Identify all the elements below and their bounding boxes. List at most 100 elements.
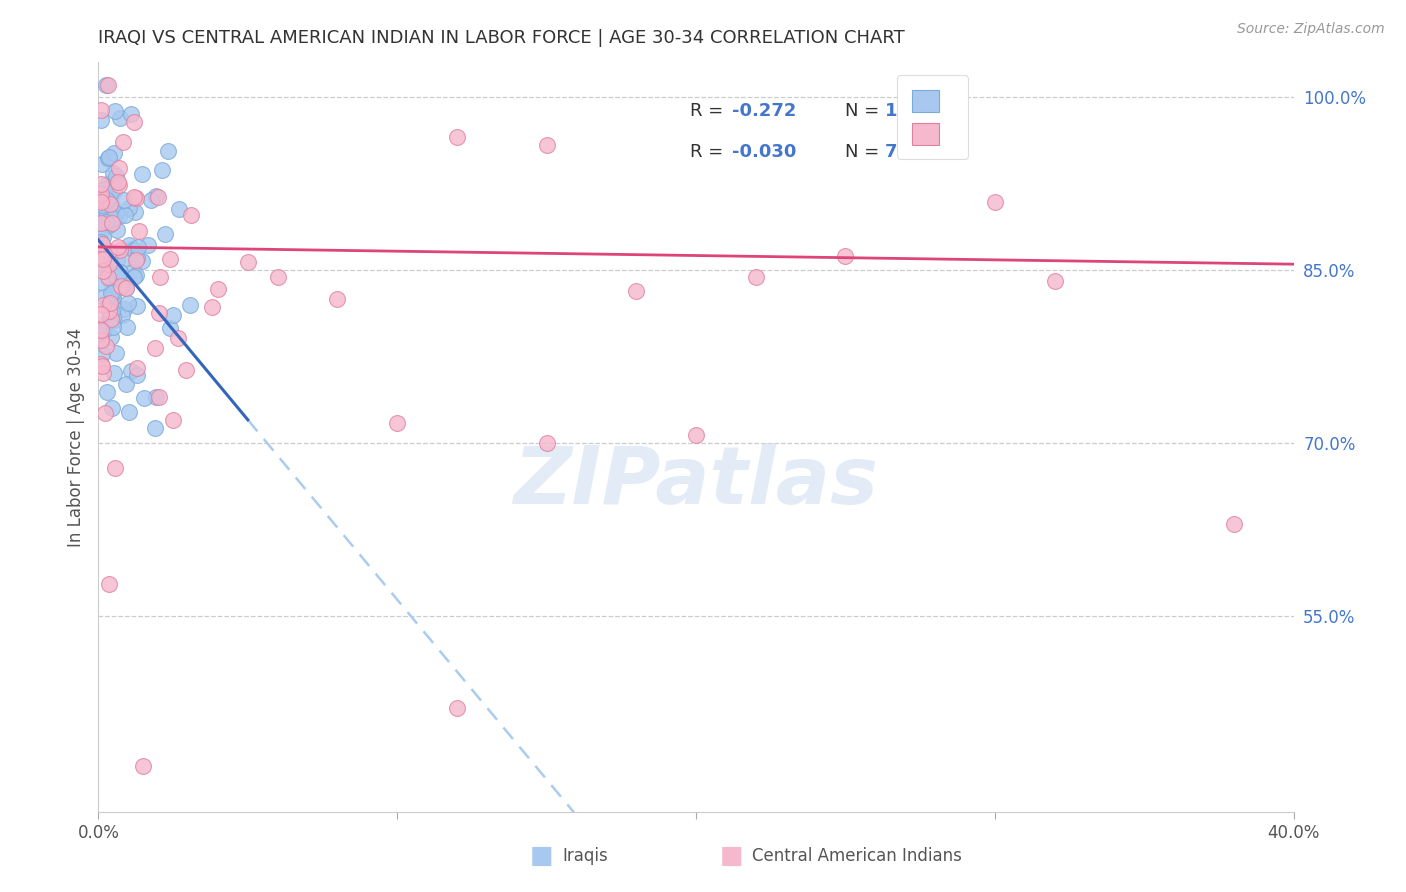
Text: R =: R = [690, 103, 728, 120]
Point [96, 193, 118, 207]
Point [98, 244, 121, 258]
Point [98, 271, 121, 285]
Point [745, 269, 768, 284]
Point [446, 701, 468, 715]
Point [159, 321, 181, 335]
Point [105, 253, 128, 268]
Point [120, 106, 142, 120]
Point [115, 377, 138, 392]
Point [91, 324, 114, 338]
Text: ■: ■ [530, 845, 553, 868]
Point [125, 268, 148, 282]
Point [90, 333, 112, 347]
Point [98, 311, 121, 326]
Point [132, 758, 155, 772]
Point [162, 309, 184, 323]
Point [148, 306, 170, 320]
Point [98, 190, 121, 204]
Point [94, 211, 117, 225]
Point [118, 238, 141, 252]
Point [122, 190, 145, 204]
Text: Source: ZipAtlas.com: Source: ZipAtlas.com [1237, 22, 1385, 37]
Point [90, 275, 112, 289]
Point [98, 273, 121, 287]
Point [100, 285, 122, 300]
Point [90, 215, 112, 229]
Text: R =: R = [690, 144, 728, 161]
Text: 104: 104 [884, 103, 922, 120]
Point [101, 290, 124, 304]
Point [93, 290, 115, 304]
Point [148, 391, 170, 405]
Point [94, 182, 117, 196]
Point [122, 264, 145, 278]
Point [124, 205, 146, 219]
Point [114, 251, 136, 265]
Point [91, 367, 114, 381]
Point [97, 78, 120, 93]
Point [162, 413, 184, 427]
Point [107, 175, 129, 189]
Point [90, 103, 112, 117]
Point [90, 206, 112, 220]
Point [112, 301, 135, 316]
Point [90, 323, 112, 337]
Point [149, 269, 172, 284]
Point [107, 209, 129, 223]
Point [125, 368, 148, 382]
Point [91, 264, 114, 278]
Text: N =: N = [845, 103, 886, 120]
Point [103, 184, 125, 198]
Point [91, 236, 114, 251]
Point [145, 391, 167, 405]
Point [93, 199, 115, 213]
Point [125, 251, 148, 265]
Point [107, 223, 129, 237]
Point [90, 326, 112, 341]
Point [90, 235, 112, 249]
Point [100, 312, 122, 326]
Point [91, 198, 114, 212]
Point [90, 157, 112, 171]
Point [131, 167, 153, 181]
Point [1043, 275, 1066, 289]
Text: N =: N = [845, 144, 886, 161]
Point [127, 360, 149, 375]
Point [103, 279, 125, 293]
Point [90, 194, 112, 209]
Point [159, 252, 181, 266]
Point [103, 211, 125, 226]
Point [121, 243, 143, 257]
Point [145, 188, 167, 202]
Point [105, 206, 128, 220]
Point [90, 359, 112, 373]
Point [96, 384, 118, 399]
Point [104, 300, 127, 314]
Point [91, 252, 114, 267]
Point [107, 240, 129, 254]
Point [146, 189, 169, 203]
Point [179, 298, 201, 312]
Point [91, 230, 114, 244]
Point [101, 286, 124, 301]
Point [90, 193, 112, 207]
Point [101, 320, 124, 334]
Point [167, 331, 190, 345]
Point [120, 364, 142, 378]
Point [984, 195, 1007, 210]
Point [1223, 516, 1246, 531]
Point [111, 135, 134, 149]
Y-axis label: In Labor Force | Age 30-34: In Labor Force | Age 30-34 [66, 327, 84, 547]
Point [125, 253, 148, 268]
Point [90, 191, 112, 205]
Point [101, 216, 124, 230]
Point [96, 215, 118, 229]
Text: Central American Indians: Central American Indians [752, 847, 962, 865]
Point [626, 284, 648, 298]
Point [101, 199, 124, 213]
Point [536, 138, 558, 153]
Text: -0.030: -0.030 [733, 144, 796, 161]
Point [143, 421, 166, 435]
Point [127, 299, 149, 313]
Point [98, 577, 121, 591]
